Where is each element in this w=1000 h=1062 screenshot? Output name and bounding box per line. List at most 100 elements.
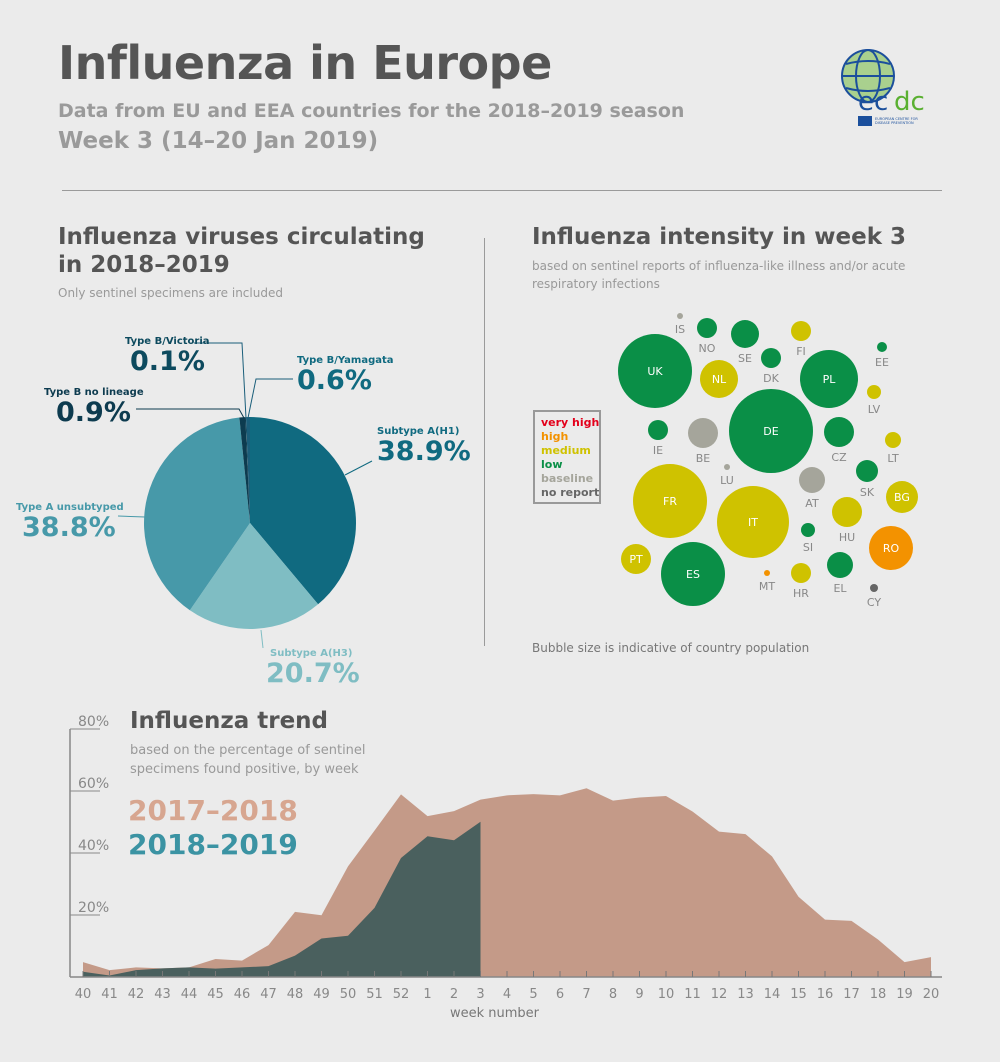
intensity-legend: very high high medium low baseline no report [533, 410, 601, 504]
x-tick-label: 14 [764, 987, 781, 1002]
bubble-uk: UK [618, 334, 692, 408]
bubble-circle [867, 385, 881, 399]
bubble-circle [761, 348, 781, 368]
legend-item-low: low [541, 458, 563, 471]
bubble-label: PT [629, 553, 643, 566]
bubble-label: HR [793, 587, 809, 600]
bubble-label: MT [759, 580, 775, 593]
bubble-label: FR [663, 495, 677, 508]
x-tick-label: 15 [790, 987, 807, 1002]
legend-item-baseline: baseline [541, 472, 594, 485]
bubble-circle [648, 420, 668, 440]
bubble-sk: SK [856, 460, 878, 499]
bubble-circle [824, 417, 854, 447]
bubble-title: Influenza intensity in week 3 [532, 224, 907, 250]
bubble-ie: IE [648, 420, 668, 457]
bubble-label: CZ [831, 451, 847, 464]
bubble-circle [724, 464, 730, 470]
leader-line-h3 [260, 629, 264, 649]
legend-item-medium: medium [541, 444, 591, 457]
bubble-circle [677, 313, 683, 319]
bubble-note: Bubble size is indicative of country pop… [532, 641, 810, 655]
bubble-label: BE [696, 452, 711, 465]
x-tick-label: 48 [287, 987, 304, 1002]
slice-value: 20.7% [266, 658, 360, 689]
pie-label-unsubtyped: Type A unsubtyped 38.8% [16, 502, 124, 543]
pie-slice-type-a-unsubtyped [144, 417, 250, 611]
leader-line-victoria [194, 342, 247, 419]
bubble-no: NO [697, 318, 717, 355]
bubble-circle [729, 389, 813, 473]
bubble-label: ES [686, 568, 700, 581]
y-tick-label: 40% [78, 838, 109, 854]
x-tick-label: 19 [896, 987, 913, 1002]
x-tick-label: 9 [635, 987, 643, 1002]
bubble-circle [856, 460, 878, 482]
bubble-circle [618, 334, 692, 408]
x-tick-label: 11 [684, 987, 701, 1002]
bubble-be: BE [688, 418, 718, 465]
bubble-label: UK [647, 365, 663, 378]
bubble-dk: DK [761, 348, 781, 385]
bubble-el: EL [827, 552, 853, 595]
bubble-hr: HR [791, 563, 811, 600]
trend-subtitle: based on the percentage of sentinel spec… [130, 741, 366, 779]
section-divider [484, 238, 485, 646]
x-tick-label: 51 [366, 987, 383, 1002]
pie-slice-type-b-no-lineage [239, 417, 250, 523]
trend-subtitle-line-1: based on the percentage of sentinel [130, 743, 366, 758]
x-tick-label: 2 [450, 987, 458, 1002]
bubble-circle [801, 523, 815, 537]
bubble-label: IT [748, 516, 758, 529]
bubble-label: SE [738, 352, 752, 365]
bubble-circle [633, 464, 707, 538]
x-tick-label: 45 [207, 987, 224, 1002]
bubble-bg: BG [886, 481, 918, 513]
bubble-cy: CY [867, 584, 881, 609]
bubble-se: SE [731, 320, 759, 365]
bubble-subtitle: based on sentinel reports of influenza-l… [532, 257, 905, 293]
x-tick-label: 3 [476, 987, 484, 1002]
bubble-lv: LV [867, 385, 881, 416]
pie-title: Influenza viruses circulating in 2018–20… [58, 223, 425, 279]
bubble-subtitle-line-2: respiratory infections [532, 277, 660, 291]
bubble-fr: FR [633, 464, 707, 538]
bubble-fi: FI [791, 321, 811, 358]
bubble-label: AT [805, 497, 819, 510]
x-tick-label: 16 [817, 987, 834, 1002]
legend-item-very-high: very high [541, 416, 600, 429]
x-tick-label: 5 [529, 987, 537, 1002]
x-tick-label: 40 [75, 987, 92, 1002]
bubble-circle [832, 497, 862, 527]
bubble-cz: CZ [824, 417, 854, 464]
x-tick-label: 4 [503, 987, 511, 1002]
bubble-label: LT [887, 452, 899, 465]
pie-label-h3: Subtype A(H3) 20.7% [266, 648, 360, 689]
x-tick-label: 1 [423, 987, 431, 1002]
pie-label-no-lineage: Type B no lineage 0.9% [44, 387, 144, 428]
area-series-2018–2019 [83, 821, 481, 977]
bubble-circle [877, 342, 887, 352]
svg-text:ec: ec [858, 87, 888, 117]
bubble-label: IS [675, 323, 685, 336]
trend-title: Influenza trend [130, 708, 329, 734]
bubble-ee: EE [875, 342, 889, 369]
x-tick-label: 44 [181, 987, 198, 1002]
x-tick-label: 49 [313, 987, 330, 1002]
bubble-si: SI [801, 523, 815, 554]
pie-slice-subtype-a-h3- [189, 523, 319, 629]
bubble-mt: MT [759, 570, 775, 593]
pie-label-h1: Subtype A(H1) 38.9% [377, 426, 471, 467]
bubble-circle [886, 481, 918, 513]
x-tick-label: 10 [658, 987, 675, 1002]
bubble-lu: LU [720, 464, 734, 487]
legend-series-2018-2019: 2018–2019 [128, 828, 298, 861]
bubble-label: EE [875, 356, 889, 369]
slice-name: Type B no lineage [44, 387, 144, 398]
leader-line-unsubtyped [117, 515, 146, 518]
x-tick-label: 42 [128, 987, 145, 1002]
bubble-subtitle-line-1: based on sentinel reports of influenza-l… [532, 259, 906, 273]
bubble-label: NO [699, 342, 716, 355]
bubble-es: ES [661, 542, 725, 606]
